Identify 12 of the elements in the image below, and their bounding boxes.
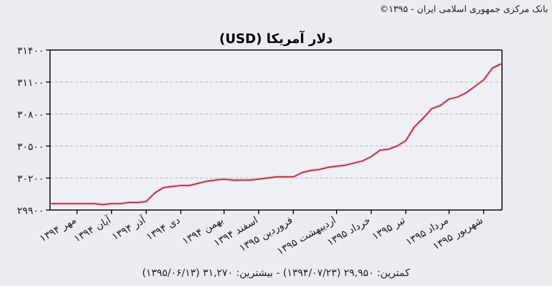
x-tick-label: دی ۱۳۹۴ [144,215,182,244]
line-series [50,62,502,206]
x-tick-label: تیر ۱۳۹۵ [370,214,408,243]
text: کمترین: ۲۹,۹۵۰ (۱۳۹۴/۰۷/۲۳) - بیشترین: ۳۱,۲۷۰ (۱۳۹۵/۰۶/۱۳) [142,268,410,279]
y-tick-label: ۳۰۸۰۰ [17,110,44,121]
text: بانک مرکزی جمهوری اسلامی ایران - ۱۳۹۵© [380,5,548,15]
y-tick-label: ۳۰۲۰۰ [17,174,44,185]
y-tick-label: ۳۰۵۰۰ [17,142,44,153]
y-tick-label: ۲۹۹۰۰ [17,206,44,217]
y-tick-label: ۳۱۴۰۰ [17,46,44,57]
chart-title: دلار آمریکا (USD) [219,30,334,47]
y-tick-label: ۳۱۱۰۰ [17,78,44,89]
